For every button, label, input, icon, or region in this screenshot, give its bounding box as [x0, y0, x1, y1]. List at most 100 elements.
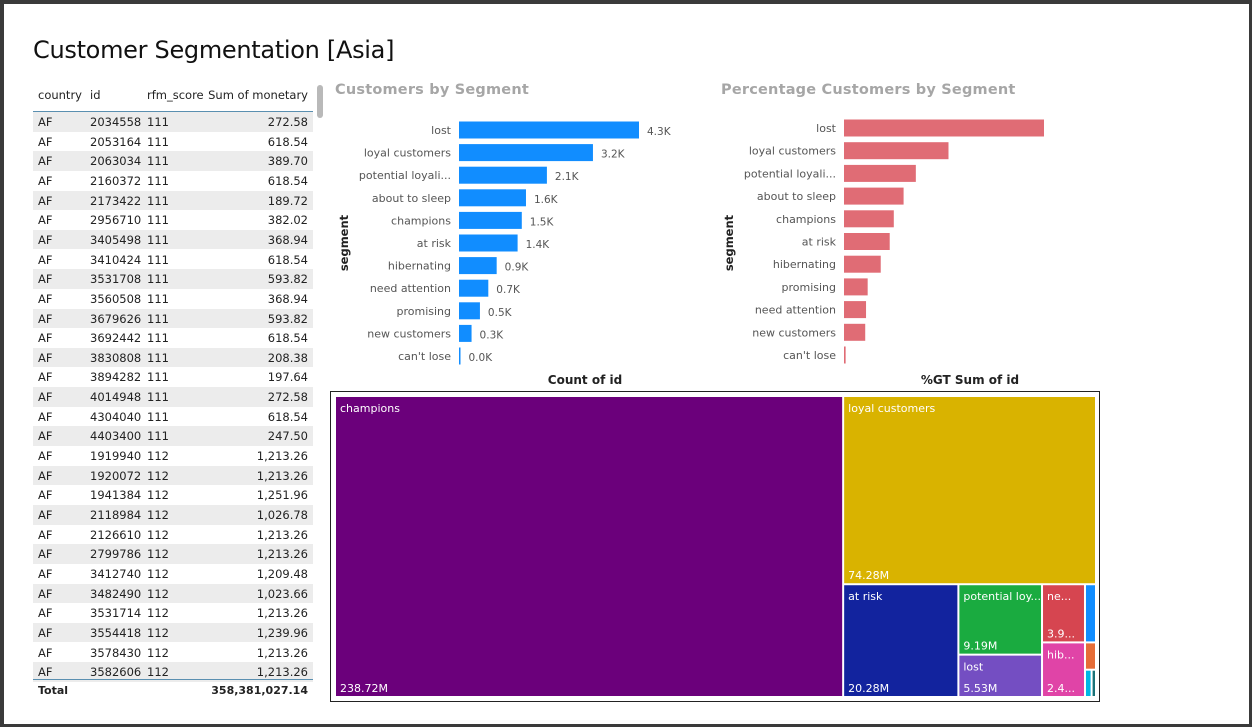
bar[interactable] — [459, 211, 522, 229]
treemap-label: hib... — [1047, 648, 1075, 661]
table-row[interactable]: AF 3410424 111 618.54 — [33, 250, 313, 270]
cell-rfm-score: 112 — [147, 665, 169, 680]
bar[interactable] — [459, 166, 547, 184]
cell-rfm-score: 111 — [147, 390, 169, 405]
cell-country: AF — [38, 606, 53, 621]
table-row[interactable]: AF 2173422 111 189.72 — [33, 190, 313, 211]
table-row[interactable]: AF 2034558 111 272.58 — [33, 112, 313, 132]
table-row[interactable]: AF 3412740 112 1,209.48 — [33, 564, 313, 584]
table-row[interactable]: AF 3554418 112 1,239.96 — [33, 622, 313, 643]
bar[interactable] — [844, 301, 867, 319]
table-row[interactable]: AF 4304040 111 618.54 — [33, 407, 313, 427]
bar[interactable] — [459, 324, 472, 342]
cell-id: 4403400 — [90, 429, 142, 444]
bar[interactable] — [459, 144, 593, 162]
header-rfm-score[interactable]: rfm_score — [147, 88, 204, 102]
cell-sum-monetary: 1,213.26 — [256, 606, 308, 621]
treemap-label: champions — [340, 402, 400, 415]
treemap-tile[interactable] — [1043, 643, 1084, 696]
cell-id: 3554418 — [90, 625, 142, 640]
cell-country: AF — [38, 193, 53, 208]
cell-sum-monetary: 593.82 — [267, 272, 308, 287]
treemap-tile[interactable] — [1085, 585, 1095, 642]
treemap-tile[interactable] — [1085, 670, 1091, 696]
treemap-tile[interactable] — [1043, 585, 1084, 642]
cell-country: AF — [38, 350, 53, 365]
table-row[interactable]: AF 3692442 111 618.54 — [33, 328, 313, 348]
bar[interactable] — [844, 278, 868, 296]
table-row[interactable]: AF 3578430 112 1,213.26 — [33, 643, 313, 663]
cell-id: 3412740 — [90, 566, 142, 581]
table-row[interactable]: AF 3679626 111 593.82 — [33, 308, 313, 329]
cell-country: AF — [38, 449, 53, 464]
table-row[interactable]: AF 3894282 111 197.64 — [33, 367, 313, 387]
cell-id: 3830808 — [90, 350, 142, 365]
bar[interactable] — [459, 279, 489, 297]
table-row[interactable]: AF 2126610 112 1,213.26 — [33, 525, 313, 545]
table-row[interactable]: AF 3560508 111 368.94 — [33, 289, 313, 309]
bar[interactable] — [459, 347, 461, 365]
header-country[interactable]: country — [38, 88, 82, 102]
customer-table[interactable]: country id rfm_score Sum of monetary AF 2… — [33, 85, 313, 700]
cell-sum-monetary: 1,213.26 — [256, 527, 308, 542]
treemap-tile[interactable] — [336, 397, 843, 696]
cell-rfm-score: 112 — [147, 645, 169, 660]
table-row[interactable]: AF 4403400 111 247.50 — [33, 426, 313, 446]
bar[interactable] — [844, 119, 1044, 137]
bar[interactable] — [459, 257, 497, 275]
bar[interactable] — [459, 189, 526, 207]
header-id[interactable]: id — [90, 88, 101, 102]
table-row[interactable]: AF 3830808 111 208.38 — [33, 347, 313, 368]
cell-country: AF — [38, 390, 53, 405]
table-row[interactable]: AF 1941384 112 1,251.96 — [33, 485, 313, 505]
bar[interactable] — [844, 255, 881, 273]
table-row[interactable]: AF 3531714 112 1,213.26 — [33, 603, 313, 623]
cell-sum-monetary: 1,251.96 — [256, 488, 308, 503]
total-label: Total — [38, 684, 69, 697]
table-row[interactable]: AF 1920072 112 1,213.26 — [33, 465, 313, 486]
table-row[interactable]: AF 3482490 112 1,023.66 — [33, 583, 313, 604]
cell-rfm-score: 111 — [147, 252, 169, 267]
bar[interactable] — [459, 121, 639, 139]
bar[interactable] — [844, 142, 949, 160]
table-row[interactable]: AF 2799786 112 1,213.26 — [33, 544, 313, 564]
cell-country: AF — [38, 252, 53, 267]
table-row[interactable]: AF 1919940 112 1,213.26 — [33, 446, 313, 466]
cell-sum-monetary: 618.54 — [267, 409, 308, 424]
cell-country: AF — [38, 311, 53, 326]
cell-rfm-score: 112 — [147, 468, 169, 483]
bar[interactable] — [844, 164, 916, 182]
bar[interactable] — [844, 210, 894, 228]
table-row[interactable]: AF 3531708 111 593.82 — [33, 269, 313, 289]
treemap-tile[interactable] — [1092, 670, 1095, 696]
bar[interactable] — [844, 346, 846, 364]
bar[interactable] — [844, 233, 890, 250]
table-row[interactable]: AF 2118984 112 1,026.78 — [33, 505, 313, 525]
cell-country: AF — [38, 232, 53, 247]
treemap-tile[interactable] — [959, 655, 1042, 696]
table-row[interactable]: AF 2160372 111 618.54 — [33, 171, 313, 191]
table-row[interactable]: AF 3582606 112 1,213.26 — [33, 662, 313, 682]
treemap-tile[interactable] — [1085, 643, 1095, 669]
header-sum-monetary[interactable]: Sum of monetary — [208, 88, 308, 102]
chart-count-title: Customers by Segment — [335, 82, 529, 98]
treemap-tile[interactable] — [844, 397, 1095, 584]
cell-country: AF — [38, 527, 53, 542]
table-scrollbar[interactable] — [317, 85, 323, 118]
table-row[interactable]: AF 3405498 111 368.94 — [33, 229, 313, 250]
bar[interactable] — [459, 234, 518, 252]
cell-rfm-score: 112 — [147, 606, 169, 621]
cell-rfm-score: 111 — [147, 429, 169, 444]
treemap-tile[interactable] — [959, 585, 1042, 654]
table-row[interactable]: AF 4014948 111 272.58 — [33, 387, 313, 407]
table-row[interactable]: AF 2053164 111 618.54 — [33, 132, 313, 152]
table-row[interactable]: AF 2956710 111 382.02 — [33, 210, 313, 230]
treemap-tile[interactable] — [844, 585, 958, 696]
bar[interactable] — [844, 323, 866, 341]
bar[interactable] — [844, 187, 904, 205]
cell-id: 3692442 — [90, 331, 142, 346]
cell-id: 2799786 — [90, 547, 142, 562]
bar[interactable] — [459, 302, 480, 320]
table-row[interactable]: AF 2063034 111 389.70 — [33, 151, 313, 171]
cell-rfm-score: 111 — [147, 213, 169, 228]
